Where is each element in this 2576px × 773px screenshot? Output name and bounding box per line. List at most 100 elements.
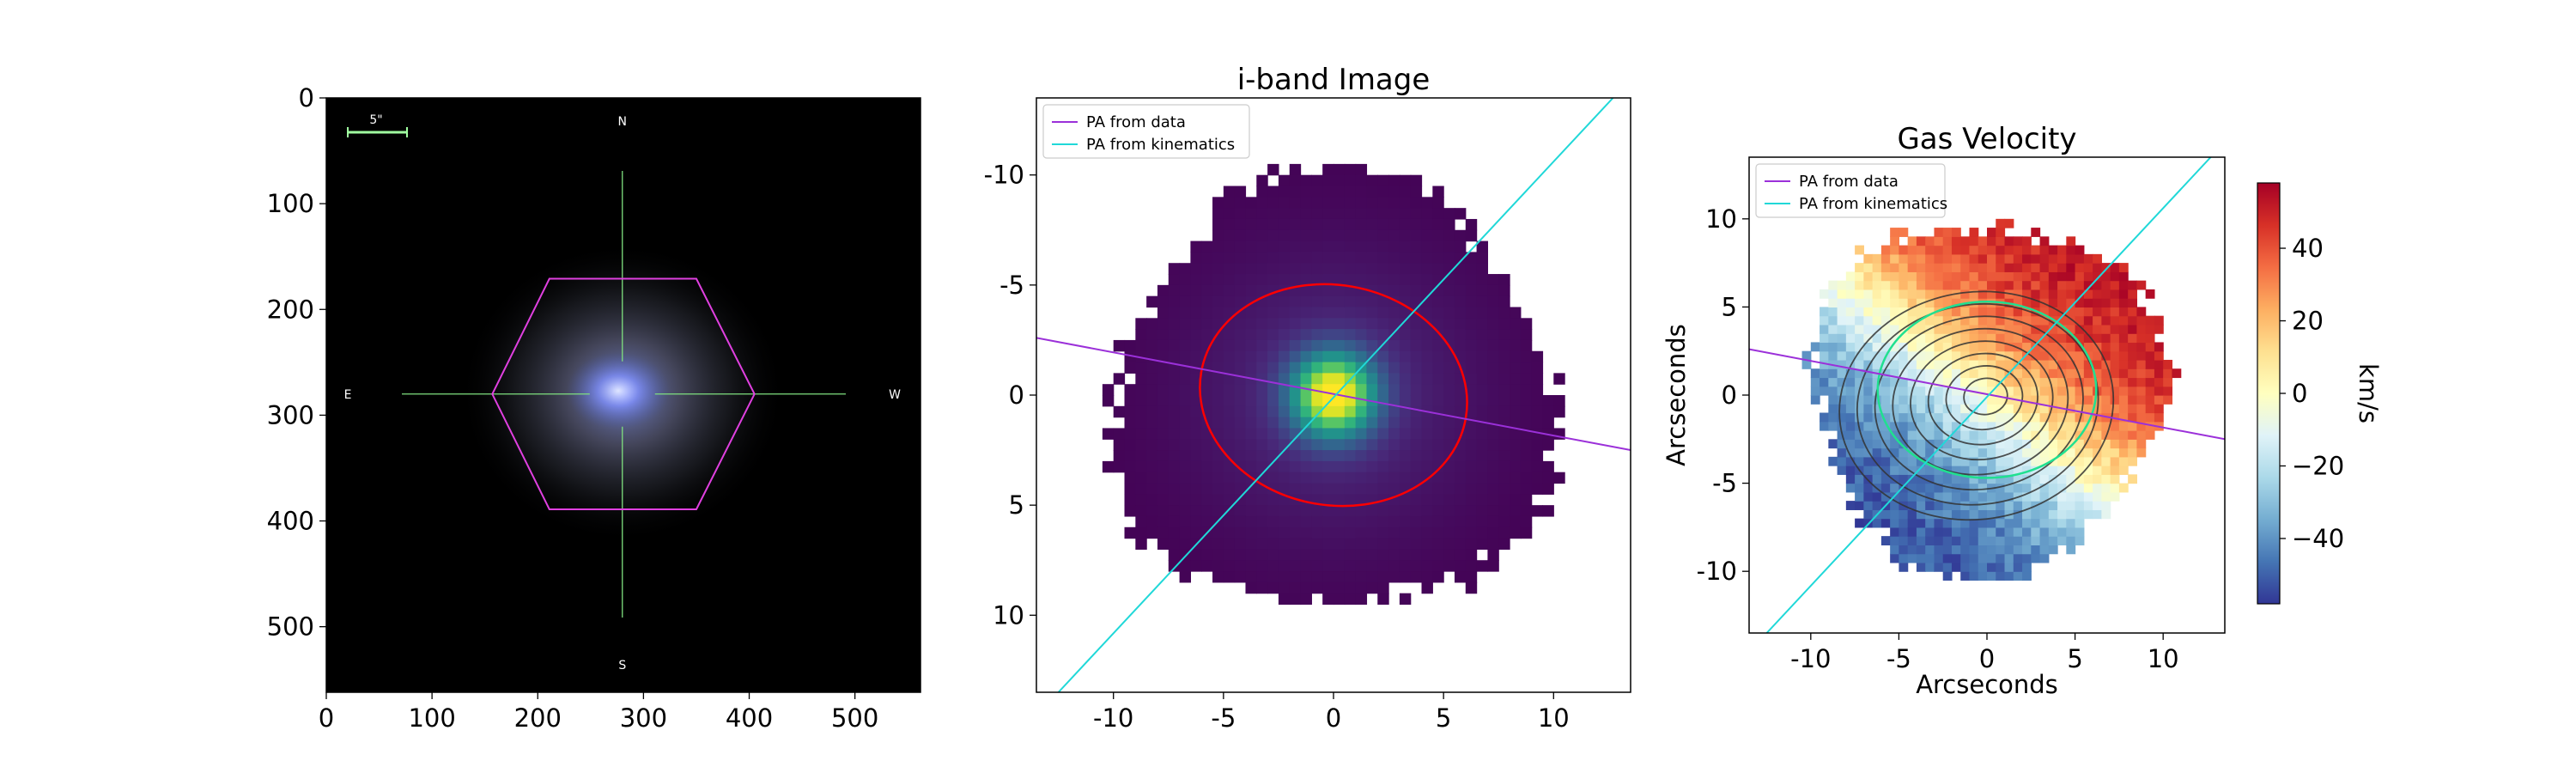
velocity-pixel	[2022, 466, 2032, 475]
iband-pixel	[1245, 350, 1257, 363]
velocity-pixel	[2101, 474, 2111, 484]
y-tick-label: 0	[1722, 380, 1737, 410]
velocity-pixel	[1890, 501, 1900, 510]
x-tick-label: 0	[1326, 703, 1341, 733]
iband-pixel	[1245, 526, 1257, 539]
iband-pixel	[1311, 450, 1323, 462]
velocity-pixel	[1934, 228, 1944, 237]
iband-pixel	[1410, 295, 1423, 308]
iband-pixel	[1377, 405, 1389, 418]
iband-pixel	[1465, 560, 1478, 572]
velocity-pixel	[2004, 377, 2014, 387]
velocity-pixel	[2075, 263, 2085, 272]
iband-pixel	[1190, 417, 1202, 429]
velocity-pixel	[2075, 307, 2085, 317]
iband-pixel	[1421, 197, 1433, 209]
velocity-pixel	[1978, 368, 1988, 379]
iband-pixel	[1410, 494, 1423, 506]
iband-pixel	[1443, 318, 1455, 330]
velocity-pixel	[2039, 412, 2050, 423]
iband-pixel	[1498, 318, 1510, 330]
velocity-pixel	[1969, 491, 1979, 502]
colorbar-tick-label: −20	[2292, 451, 2344, 480]
iband-pixel	[1157, 428, 1170, 440]
iband-pixel	[1366, 581, 1378, 594]
velocity-pixel	[2066, 395, 2076, 405]
iband-pixel	[1399, 405, 1412, 418]
iband-pixel	[1476, 505, 1489, 517]
iband-pixel	[1311, 395, 1323, 407]
iband-pixel	[1465, 460, 1478, 473]
velocity-pixel	[1907, 377, 1917, 387]
y-tick-label: 300	[267, 400, 314, 429]
iband-pixel	[1245, 339, 1257, 352]
iband-pixel	[1256, 362, 1268, 374]
velocity-pixel	[1863, 324, 1874, 334]
velocity-pixel	[2093, 509, 2102, 520]
iband-pixel	[1355, 450, 1368, 462]
iband-pixel	[1334, 208, 1346, 220]
velocity-pixel	[2128, 412, 2138, 423]
velocity-pixel	[2083, 412, 2093, 423]
velocity-pixel	[1899, 456, 1909, 466]
iband-pixel	[1421, 373, 1433, 385]
iband-pixel	[1520, 405, 1533, 418]
iband-pixel	[1388, 483, 1400, 495]
iband-pixel	[1487, 483, 1499, 495]
velocity-pixel	[1978, 439, 1988, 449]
velocity-pixel	[1916, 271, 1926, 282]
velocity-pixel	[2031, 545, 2041, 555]
iband-pixel	[1278, 318, 1291, 330]
iband-pixel	[1300, 284, 1312, 297]
iband-pixel	[1267, 405, 1279, 418]
iband-pixel	[1267, 472, 1279, 484]
velocity-pixel	[1987, 271, 1996, 282]
iband-pixel	[1454, 526, 1467, 539]
iband-pixel	[1113, 373, 1126, 385]
velocity-pixel	[1969, 245, 1979, 255]
velocity-pixel	[2022, 501, 2032, 510]
iband-pixel	[1465, 263, 1478, 275]
velocity-pixel	[2118, 342, 2129, 352]
iband-pixel	[1465, 494, 1478, 506]
velocity-pixel	[1845, 483, 1856, 493]
velocity-pixel	[2057, 315, 2067, 326]
iband-pixel	[1311, 329, 1323, 341]
velocity-pixel	[2066, 545, 2076, 555]
velocity-pixel	[1960, 263, 1971, 272]
iband-pixel	[1388, 460, 1400, 473]
iband-pixel	[1322, 571, 1334, 583]
velocity-pixel	[2075, 404, 2085, 414]
iband-pixel	[1179, 526, 1192, 539]
velocity-pixel	[1934, 526, 1944, 537]
velocity-pixel	[1925, 474, 1935, 484]
velocity-pixel	[1996, 518, 2006, 528]
iband-pixel	[1300, 373, 1312, 385]
iband-pixel	[1212, 373, 1224, 385]
velocity-pixel	[2004, 430, 2014, 440]
velocity-pixel	[1899, 421, 1909, 431]
iband-pixel	[1212, 252, 1224, 264]
velocity-pixel	[1925, 342, 1935, 352]
iband-pixel	[1344, 515, 1357, 528]
iband-pixel	[1267, 274, 1279, 286]
iband-pixel	[1322, 581, 1334, 594]
velocity-pixel	[1899, 280, 1909, 290]
velocity-pixel	[1916, 491, 1926, 502]
velocity-pixel	[1907, 545, 1917, 555]
velocity-pixel	[1863, 342, 1874, 352]
iband-pixel	[1322, 460, 1334, 473]
iband-pixel	[1377, 549, 1389, 561]
velocity-pixel	[2013, 562, 2023, 572]
velocity-pixel	[1925, 289, 1935, 299]
velocity-pixel	[2128, 430, 2138, 440]
iband-pixel	[1190, 252, 1202, 264]
velocity-pixel	[2013, 307, 2023, 317]
iband-pixel	[1256, 428, 1268, 440]
velocity-pixel	[2136, 395, 2147, 405]
iband-pixel	[1443, 384, 1455, 396]
iband-pixel	[1201, 263, 1213, 275]
iband-pixel	[1334, 362, 1346, 374]
iband-pixel	[1432, 526, 1444, 539]
velocity-pixel	[2057, 253, 2067, 264]
